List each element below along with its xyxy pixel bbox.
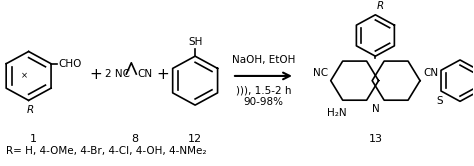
Text: S: S	[437, 96, 443, 106]
Text: 90-98%: 90-98%	[244, 97, 283, 107]
Text: 1: 1	[30, 134, 37, 144]
Text: 13: 13	[368, 134, 383, 144]
Text: SH: SH	[188, 37, 202, 47]
Text: ×: ×	[21, 71, 28, 81]
Text: 8: 8	[132, 134, 139, 144]
Text: NaOH, EtOH: NaOH, EtOH	[232, 55, 295, 65]
Text: R: R	[377, 1, 384, 11]
Text: R: R	[27, 105, 34, 115]
Text: +: +	[157, 67, 170, 82]
Text: 2 NC: 2 NC	[105, 69, 130, 79]
Text: CN: CN	[137, 69, 153, 79]
Text: N: N	[372, 104, 379, 114]
Text: H₂N: H₂N	[327, 108, 346, 118]
Text: ))), 1.5-2 h: ))), 1.5-2 h	[236, 85, 291, 95]
Text: CHO: CHO	[58, 59, 82, 69]
Text: 12: 12	[188, 134, 202, 144]
Text: R= H, 4-OMe, 4-Br, 4-Cl, 4-OH, 4-NMe₂: R= H, 4-OMe, 4-Br, 4-Cl, 4-OH, 4-NMe₂	[6, 146, 206, 156]
Text: +: +	[89, 67, 102, 82]
Text: NC: NC	[313, 68, 328, 78]
Text: CN: CN	[423, 68, 438, 78]
